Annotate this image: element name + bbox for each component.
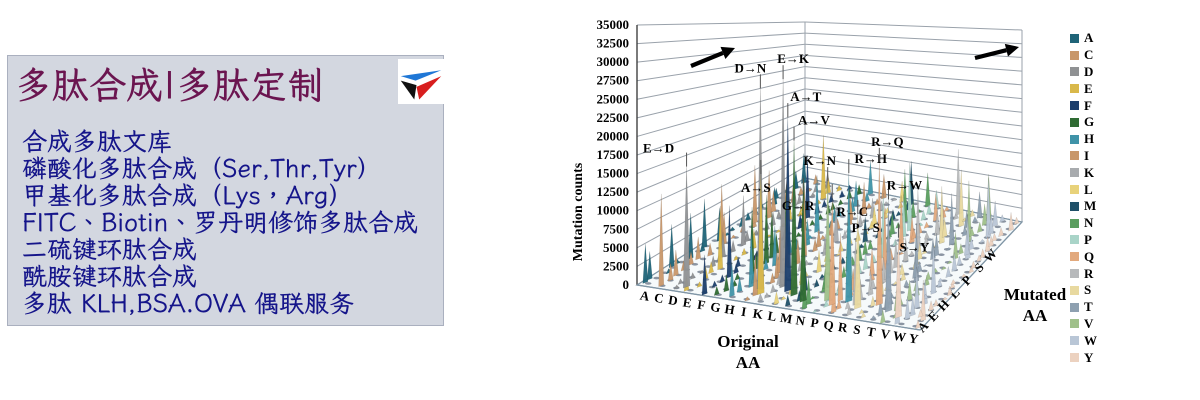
svg-text:W: W (892, 328, 907, 345)
svg-text:Original: Original (717, 332, 779, 351)
svg-text:10000: 10000 (597, 203, 630, 218)
svg-text:N: N (795, 312, 807, 328)
svg-text:M: M (779, 310, 793, 327)
svg-text:22500: 22500 (597, 110, 630, 125)
svg-text:D: D (667, 292, 679, 308)
svg-text:V: V (880, 326, 892, 342)
svg-text:S→Y: S→Y (900, 240, 930, 255)
svg-text:H: H (724, 301, 736, 317)
svg-text:K→N: K→N (803, 153, 836, 168)
svg-text:AA: AA (1023, 306, 1048, 325)
svg-text:P: P (809, 315, 819, 331)
svg-text:I: I (740, 304, 747, 320)
svg-text:15000: 15000 (597, 166, 630, 181)
svg-text:Y: Y (908, 330, 920, 346)
svg-text:L: L (767, 308, 778, 324)
svg-text:32500: 32500 (597, 36, 630, 51)
svg-text:A: A (639, 288, 651, 304)
svg-text:F: F (696, 297, 706, 313)
svg-text:35000: 35000 (597, 17, 630, 32)
svg-text:R→H: R→H (855, 151, 888, 166)
svg-text:D→N: D→N (734, 60, 766, 75)
svg-text:A→V: A→V (798, 113, 830, 128)
svg-text:R→Q: R→Q (871, 134, 904, 149)
svg-text:E: E (682, 294, 693, 310)
svg-text:20000: 20000 (597, 128, 630, 143)
svg-text:25000: 25000 (597, 91, 630, 106)
svg-text:S: S (852, 321, 862, 337)
svg-text:Q: Q (823, 317, 835, 333)
svg-text:E→K: E→K (777, 51, 810, 66)
svg-text:R: R (837, 319, 849, 335)
svg-text:P→S: P→S (852, 220, 880, 235)
svg-text:2500: 2500 (603, 258, 629, 273)
svg-text:0: 0 (623, 277, 630, 292)
svg-text:A→T: A→T (790, 89, 821, 104)
svg-text:AA: AA (736, 353, 761, 372)
svg-text:7500: 7500 (603, 221, 629, 236)
svg-text:5000: 5000 (603, 240, 629, 255)
svg-text:27500: 27500 (597, 73, 630, 88)
svg-text:C: C (653, 290, 665, 306)
svg-text:G→R: G→R (782, 198, 815, 213)
svg-text:12500: 12500 (597, 184, 630, 199)
svg-text:R→W: R→W (887, 178, 922, 193)
svg-text:R→C: R→C (836, 204, 868, 219)
svg-text:Mutation counts: Mutation counts (571, 162, 586, 261)
svg-text:Mutated: Mutated (1004, 285, 1067, 304)
svg-text:17500: 17500 (597, 147, 630, 162)
svg-text:E→D: E→D (643, 141, 674, 156)
svg-text:K: K (752, 305, 765, 322)
svg-text:30000: 30000 (597, 54, 630, 69)
svg-text:G: G (709, 299, 721, 315)
svg-text:A→S: A→S (741, 180, 771, 195)
svg-text:T: T (866, 324, 877, 340)
